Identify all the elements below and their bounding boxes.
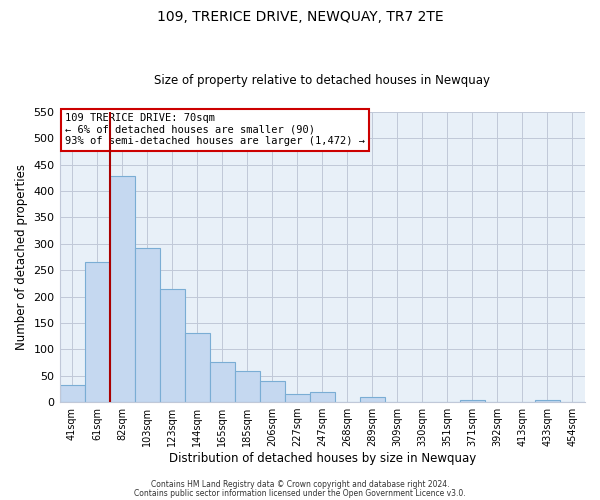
Bar [110, 176, 134, 402]
Bar [360, 397, 385, 402]
Bar [185, 334, 209, 402]
Text: Contains public sector information licensed under the Open Government Licence v3: Contains public sector information licen… [134, 488, 466, 498]
Text: 109 TRERICE DRIVE: 70sqm
← 6% of detached houses are smaller (90)
93% of semi-de: 109 TRERICE DRIVE: 70sqm ← 6% of detache… [65, 113, 365, 146]
Bar [535, 400, 560, 402]
Title: Size of property relative to detached houses in Newquay: Size of property relative to detached ho… [154, 74, 490, 87]
Bar [235, 371, 260, 402]
X-axis label: Distribution of detached houses by size in Newquay: Distribution of detached houses by size … [169, 452, 476, 465]
Bar [460, 400, 485, 402]
Bar [134, 248, 160, 402]
Bar [59, 385, 85, 402]
Bar [310, 392, 335, 402]
Y-axis label: Number of detached properties: Number of detached properties [15, 164, 28, 350]
Bar [160, 288, 185, 402]
Bar [85, 262, 110, 402]
Bar [209, 362, 235, 402]
Text: Contains HM Land Registry data © Crown copyright and database right 2024.: Contains HM Land Registry data © Crown c… [151, 480, 449, 489]
Bar [285, 394, 310, 402]
Text: 109, TRERICE DRIVE, NEWQUAY, TR7 2TE: 109, TRERICE DRIVE, NEWQUAY, TR7 2TE [157, 10, 443, 24]
Bar [260, 381, 285, 402]
